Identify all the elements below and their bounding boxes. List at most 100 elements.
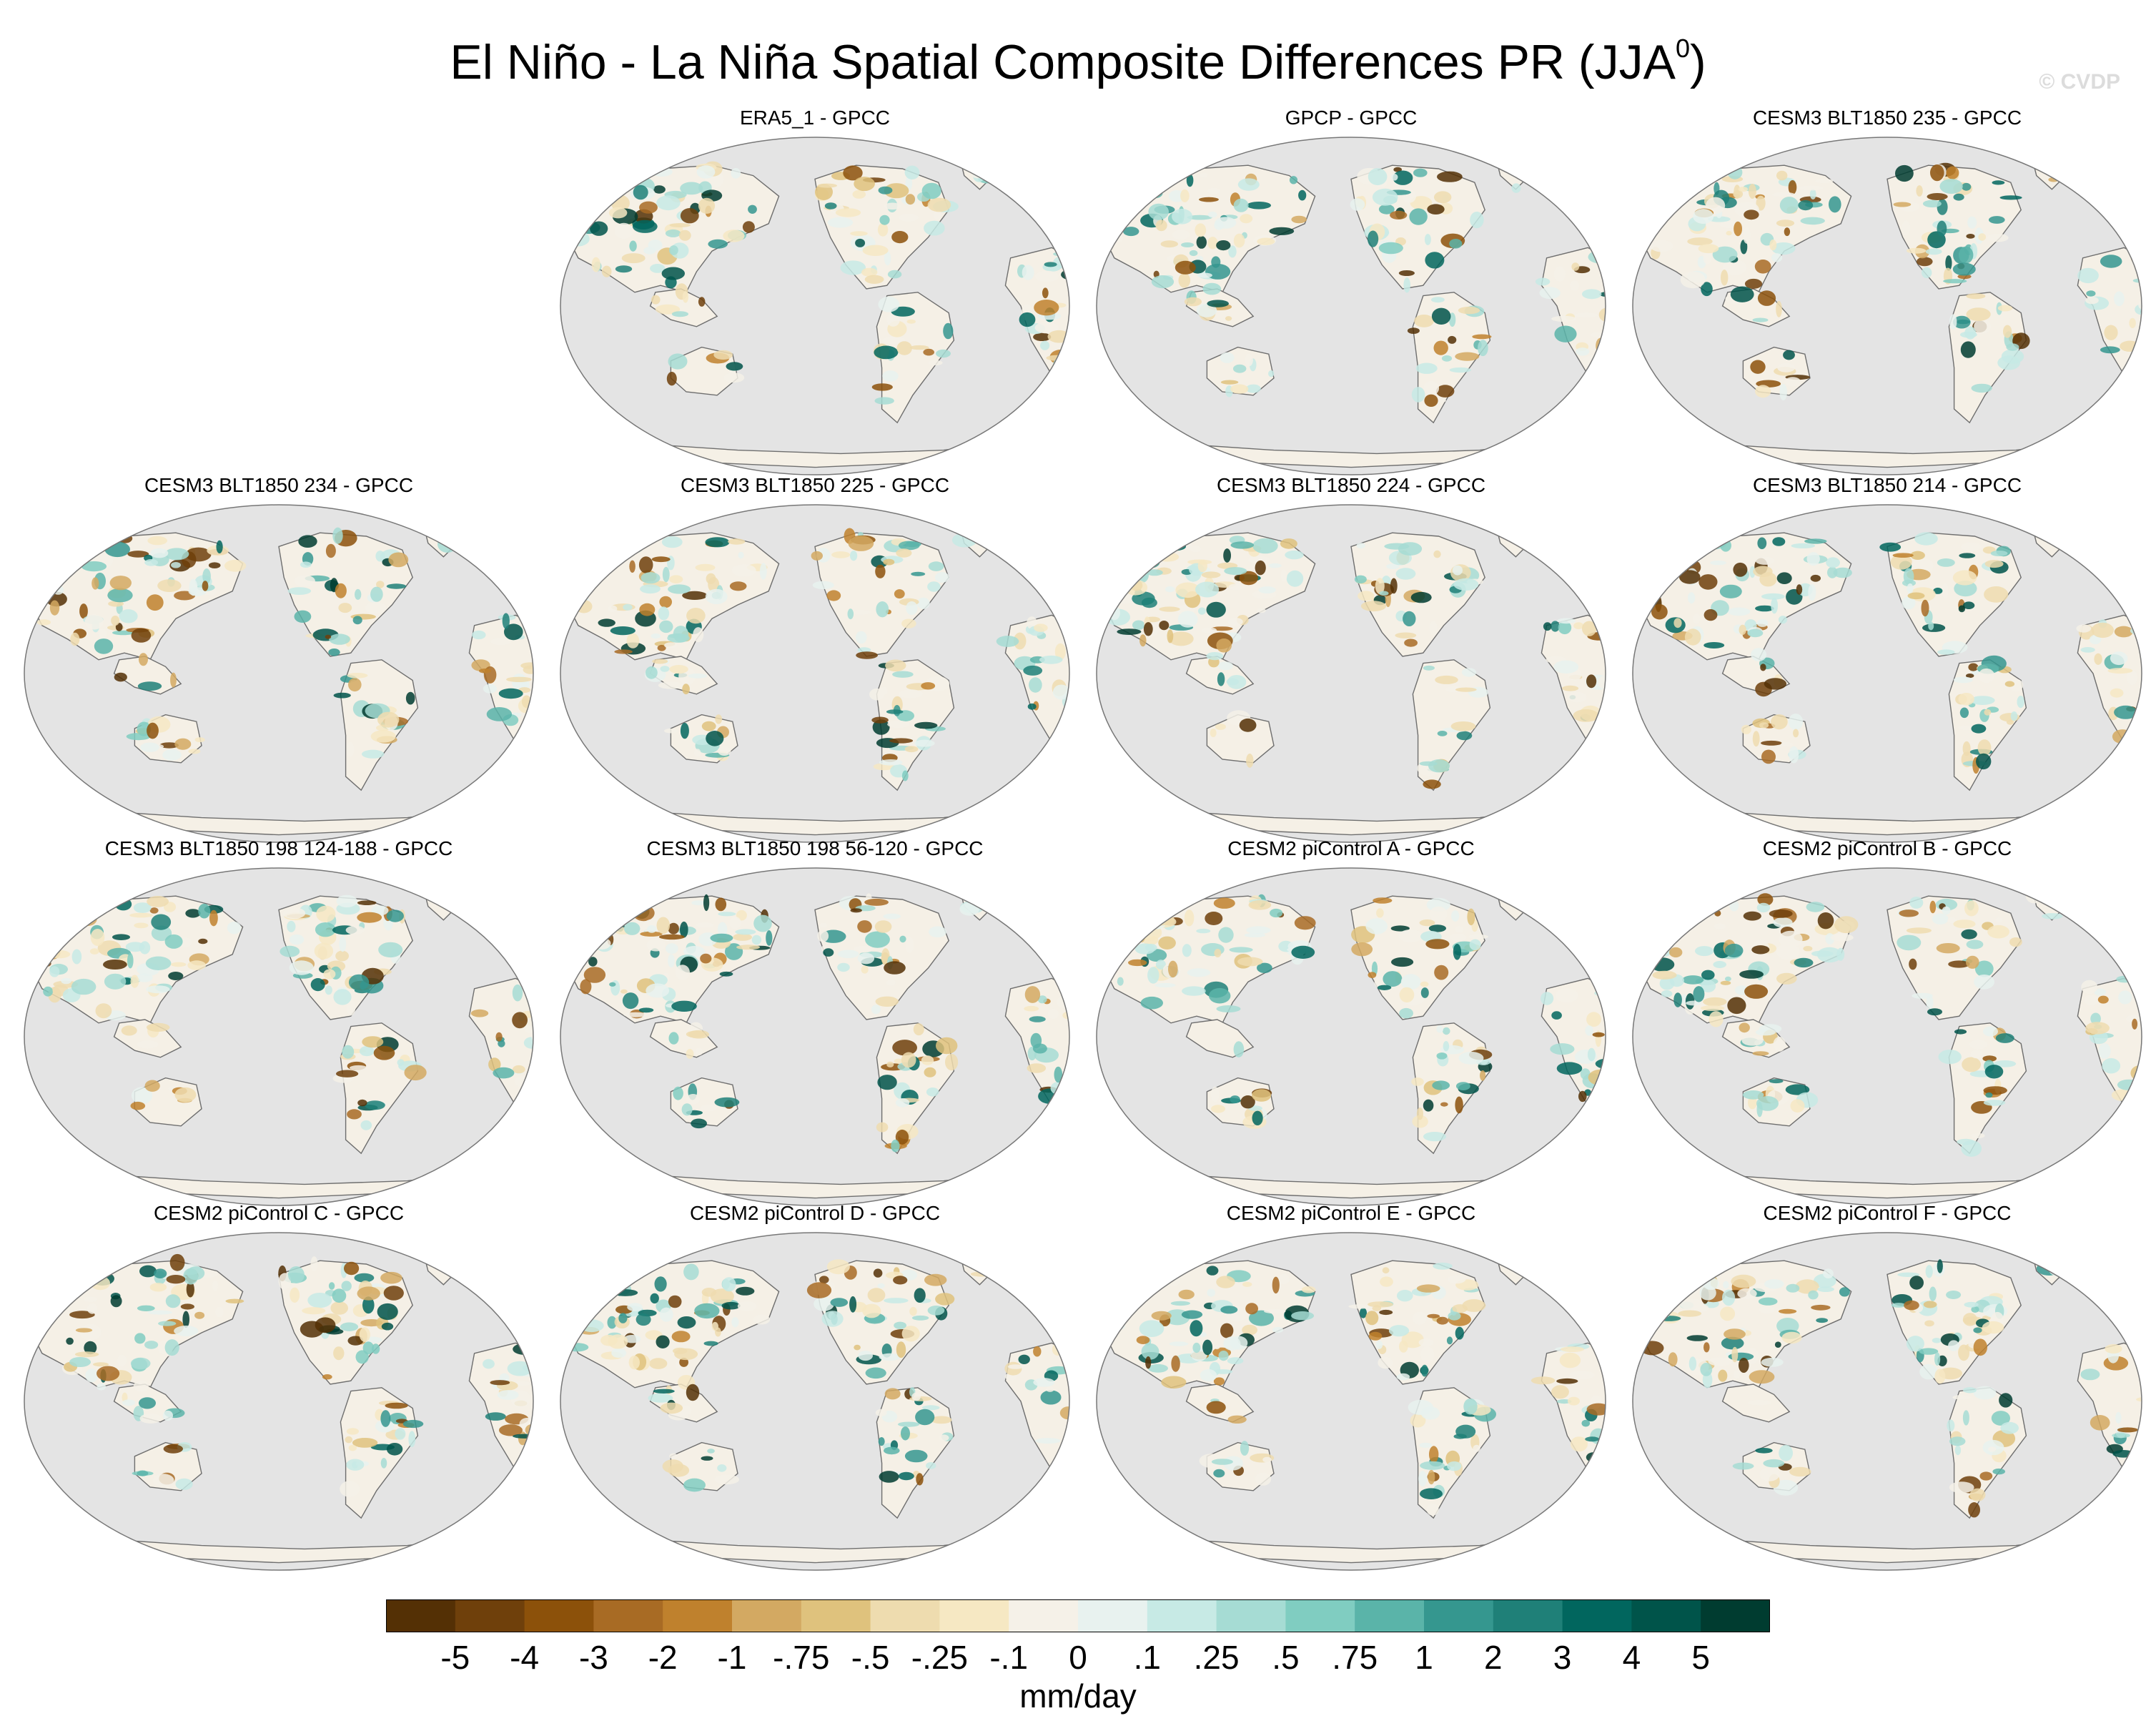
colorbar-units: mm/day <box>1019 1677 1137 1715</box>
panel-title: CESM2 piControl E - GPCC <box>1226 1202 1476 1224</box>
colorbar-tick-label: .1 <box>1133 1639 1161 1676</box>
panel-title: CESM3 BLT1850 235 - GPCC <box>1752 107 2022 129</box>
precip-anomaly-field <box>567 882 1069 1153</box>
colorbar-segment <box>1631 1599 1701 1632</box>
panel-title: CESM3 BLT1850 198 56-120 - GPCC <box>646 837 984 859</box>
colorbar-segment <box>455 1599 525 1632</box>
panel-title: CESM2 piControl C - GPCC <box>153 1202 405 1224</box>
continent-south-america <box>340 1022 419 1155</box>
colorbar-tick-label: -4 <box>510 1639 540 1676</box>
map-border <box>1096 1232 1606 1571</box>
map-border <box>560 137 1070 475</box>
colorbar-segment <box>593 1599 663 1632</box>
map-border <box>1096 867 1606 1206</box>
cvdp-watermark: © CVDP <box>2039 70 2120 94</box>
map-border <box>560 504 1070 843</box>
panel-title: CESM2 piControl D - GPCC <box>689 1202 941 1224</box>
map-panel: CESM3 BLT1850 214 - GPCC <box>1623 473 2152 852</box>
colorbar-segment <box>1562 1599 1632 1632</box>
colorbar-tick-label: 3 <box>1553 1639 1572 1676</box>
colorbar-tick-label: 2 <box>1484 1639 1503 1676</box>
panel-title: ERA5_1 - GPCC <box>739 107 891 129</box>
precip-anomaly-field <box>1641 532 2142 774</box>
colorbar-tick-label: .75 <box>1332 1639 1378 1676</box>
panel-title: CESM3 BLT1850 224 - GPCC <box>1216 474 1486 496</box>
colorbar-segment <box>1216 1599 1286 1632</box>
colorbar-tick-label: -3 <box>578 1639 608 1676</box>
colorbar-segment <box>1078 1599 1148 1632</box>
colorbar-segment <box>870 1599 940 1632</box>
colorbar-segment <box>801 1599 871 1632</box>
map-panel: CESM2 piControl E - GPCC <box>1087 1201 1616 1580</box>
panel-title: CESM2 piControl F - GPCC <box>1763 1202 2012 1224</box>
world-map <box>24 1232 534 1571</box>
map-panel: CESM2 piControl B - GPCC <box>1623 837 2152 1215</box>
colorbar-segment <box>1285 1599 1355 1632</box>
colorbar-segment <box>1009 1599 1079 1632</box>
colorbar-tick-label: 5 <box>1691 1639 1710 1676</box>
map-border <box>24 867 534 1206</box>
world-map <box>1632 867 2142 1206</box>
panel-title: CESM3 BLT1850 225 - GPCC <box>680 474 950 496</box>
map-panel: CESM2 piControl F - GPCC <box>1623 1201 2152 1580</box>
map-panel: CESM3 BLT1850 235 - GPCC <box>1623 106 2152 485</box>
panel-title: CESM3 BLT1850 214 - GPCC <box>1752 474 2022 496</box>
map-border <box>24 1232 534 1571</box>
map-panel: ERA5_1 - GPCC <box>550 106 1079 485</box>
world-map <box>1096 137 1606 475</box>
colorbar-segment <box>1147 1599 1217 1632</box>
map-panel: CESM2 piControl C - GPCC <box>14 1201 543 1580</box>
map-border <box>1096 137 1606 475</box>
precip-anomaly-field <box>28 880 533 1130</box>
colorbar-segment <box>1493 1599 1563 1632</box>
world-map <box>24 867 534 1206</box>
colorbar-tick-label: -.1 <box>989 1639 1029 1676</box>
map-panel: CESM3 BLT1850 224 - GPCC <box>1087 473 1616 852</box>
world-map <box>1096 867 1606 1206</box>
colorbar-segment <box>524 1599 594 1632</box>
colorbar-outline <box>386 1599 1770 1632</box>
map-panel: CESM3 BLT1850 234 - GPCC <box>14 473 543 852</box>
panel-title: CESM3 BLT1850 198 124-188 - GPCC <box>104 837 453 859</box>
colorbar-tick-label: -1 <box>717 1639 747 1676</box>
world-map <box>560 504 1070 843</box>
world-map <box>1096 1232 1606 1571</box>
map-border <box>1632 1232 2142 1571</box>
map-panel: GPCP - GPCC <box>1087 106 1616 485</box>
colorbar-segment <box>1355 1599 1425 1632</box>
colorbar-segment <box>1701 1599 1770 1632</box>
colorbar-segment <box>386 1599 456 1632</box>
world-map <box>1096 504 1606 843</box>
map-border <box>24 504 534 843</box>
colorbar-tick-label: 0 <box>1069 1639 1087 1676</box>
world-map <box>1632 1232 2142 1571</box>
colorbar-segment <box>663 1599 733 1632</box>
colorbar-tick-label: -.5 <box>851 1639 890 1676</box>
colorbar <box>386 1599 1770 1632</box>
colorbar-tick-label: .25 <box>1193 1639 1240 1676</box>
map-border <box>560 1232 1070 1571</box>
map-border <box>1632 504 2142 843</box>
world-map <box>560 137 1070 475</box>
world-map <box>1632 504 2142 843</box>
colorbar-tick-label: 4 <box>1622 1639 1641 1676</box>
map-panel: CESM3 BLT1850 225 - GPCC <box>550 473 1079 852</box>
world-map <box>24 504 534 843</box>
colorbar-tick-label: -.75 <box>773 1639 830 1676</box>
colorbar-tick-label: 1 <box>1415 1639 1433 1676</box>
map-border <box>560 867 1070 1206</box>
map-panel: CESM2 piControl A - GPCC <box>1087 837 1616 1215</box>
panel-title: GPCP - GPCC <box>1285 107 1418 129</box>
figure-title: El Niño - La Niña Spatial Composite Diff… <box>450 34 1706 89</box>
world-map <box>560 1232 1070 1571</box>
colorbar-segment <box>1424 1599 1494 1632</box>
colorbar-tick-label: -2 <box>648 1639 678 1676</box>
map-border <box>1632 867 2142 1206</box>
panel-title: CESM3 BLT1850 234 - GPCC <box>144 474 414 496</box>
panel-title: CESM2 piControl B - GPCC <box>1762 837 2012 859</box>
map-border <box>1096 504 1606 843</box>
colorbar-segment <box>732 1599 802 1632</box>
world-map <box>560 867 1070 1206</box>
colorbar-tick-label: -5 <box>440 1639 470 1676</box>
map-panel: CESM3 BLT1850 198 56-120 - GPCC <box>550 837 1079 1215</box>
